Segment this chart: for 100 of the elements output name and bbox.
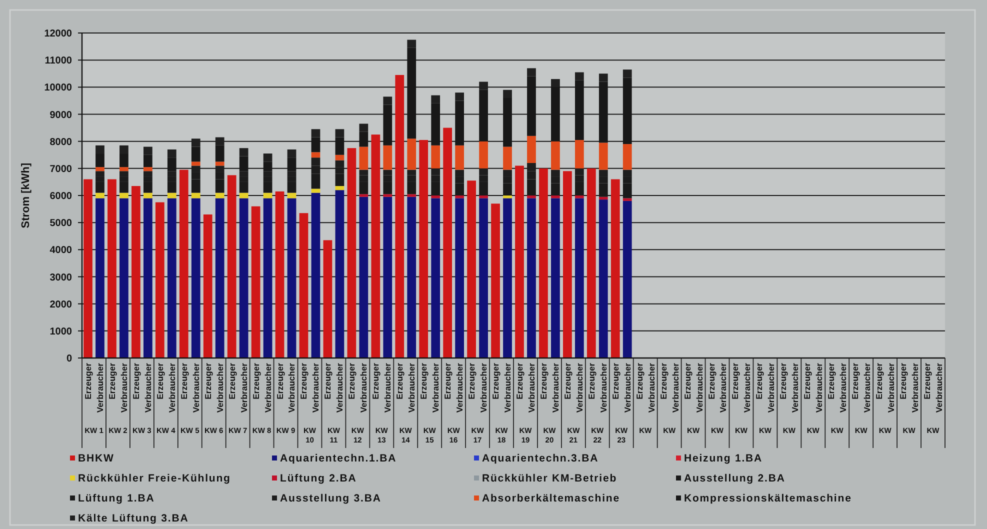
x-tick-label: Erzeuger: [106, 362, 117, 400]
bar: [431, 196, 440, 198]
bar: [335, 186, 344, 190]
x-tick-label: Erzeuger: [274, 362, 285, 400]
x-tick-label: Erzeuger: [778, 362, 788, 400]
bar: [479, 198, 488, 358]
bar: [407, 196, 416, 358]
x-tick-label: Erzeuger: [538, 362, 548, 400]
bar: [215, 192, 224, 198]
bar: [335, 154, 344, 160]
x-tick-label: Verbraucher: [358, 362, 369, 413]
legend-label: Kälte Lüftung 3.BA: [78, 512, 189, 525]
x-tick-label: Erzeuger: [610, 362, 620, 400]
x-tick-label: Verbraucher: [334, 362, 345, 413]
x-tick-label: Verbraucher: [550, 362, 560, 413]
x-tick-label: Erzeuger: [442, 362, 453, 400]
y-tick-label: 3000: [50, 272, 72, 284]
x-tick-label: Erzeuger: [730, 362, 740, 400]
x-tick-label: Verbraucher: [502, 362, 512, 413]
bar: [371, 134, 380, 358]
bar: [96, 192, 104, 198]
bar: [407, 194, 416, 197]
bar: [622, 198, 632, 201]
y-tick-label: 12000: [44, 28, 72, 40]
bar: [443, 128, 452, 358]
bar: [299, 213, 308, 358]
y-tick-label: 4000: [50, 245, 72, 256]
x-tick-label: Verbraucher: [454, 362, 465, 413]
x-tick-label: Erzeuger: [250, 362, 261, 400]
legend-label: BHKW: [78, 452, 114, 465]
bar: [191, 192, 200, 198]
x-tick-label: Erzeuger: [634, 362, 644, 400]
bar: [527, 198, 536, 358]
bar: [431, 198, 440, 358]
bar: [120, 198, 128, 358]
legend-label: Rückkühler KM-Betrieb: [482, 472, 618, 485]
bar: [179, 170, 188, 358]
bar: [311, 188, 320, 193]
bar: [610, 179, 620, 358]
bar: [467, 180, 476, 358]
x-tick-label: Erzeuger: [802, 362, 812, 400]
x-tick-label: Verbraucher: [934, 362, 944, 413]
bar: [132, 186, 140, 358]
legend-label: Lüftung 1.BA: [78, 492, 155, 505]
bar: [598, 142, 608, 170]
y-tick-label: 0: [66, 354, 72, 364]
bar: [551, 196, 560, 198]
bar: [455, 196, 464, 198]
legend-label: Heizung 1.BA: [684, 452, 762, 465]
bar: [359, 196, 368, 358]
x-tick-label: Erzeuger: [370, 362, 381, 400]
bar: [359, 146, 368, 170]
x-tick-label: Verbraucher: [382, 362, 393, 413]
x-tick-label: Verbraucher: [190, 362, 201, 413]
bar: [120, 192, 128, 198]
x-tick-label: Verbraucher: [574, 362, 584, 413]
x-tick-label: Verbraucher: [814, 362, 824, 413]
x-tick-label: Verbraucher: [118, 362, 129, 413]
y-tick-label: 2000: [50, 299, 72, 310]
bar: [563, 171, 572, 358]
bar: [251, 206, 260, 358]
x-tick-label: Verbraucher: [742, 362, 752, 413]
bar: [96, 167, 104, 172]
legend-label: Ausstellung 3.BA: [280, 492, 382, 505]
legend-label: Rückkühler Freie-Kühlung: [78, 472, 231, 485]
legend-label: Aquarientechn.3.BA: [482, 452, 599, 465]
bar: [335, 190, 344, 358]
bar: [143, 167, 152, 172]
bar: [431, 145, 440, 168]
bar: [108, 179, 116, 358]
y-tick-label: 8000: [50, 136, 72, 148]
bar: [479, 141, 488, 168]
x-tick-label: Verbraucher: [598, 362, 608, 413]
x-tick-label: Erzeuger: [226, 362, 237, 400]
bar: [359, 194, 368, 197]
x-tick-label: Verbraucher: [838, 362, 848, 413]
x-tick-label: Erzeuger: [394, 362, 405, 400]
x-tick-label: Verbraucher: [718, 362, 728, 413]
bar: [167, 198, 176, 358]
bar: [215, 198, 224, 358]
x-tick-label: Verbraucher: [166, 362, 177, 413]
x-tick-label: Verbraucher: [622, 362, 632, 413]
bar: [395, 74, 404, 358]
bar: [503, 196, 512, 198]
x-tick-label: Erzeuger: [754, 362, 764, 400]
bar: [527, 136, 536, 163]
bar: [586, 168, 596, 358]
x-tick-label: Erzeuger: [706, 362, 716, 400]
bar: [551, 198, 560, 358]
bar: [120, 167, 128, 172]
x-tick-label: Erzeuger: [586, 362, 596, 400]
bar: [143, 198, 152, 358]
bar: [598, 200, 608, 358]
legend-label: Absorberkältemaschine: [482, 492, 620, 505]
bar: [455, 145, 464, 170]
y-tick-label: 9000: [50, 110, 72, 121]
x-tick-label: Verbraucher: [310, 362, 321, 413]
bar: [598, 196, 608, 200]
x-tick-label: Verbraucher: [790, 362, 800, 413]
bar: [155, 202, 164, 358]
